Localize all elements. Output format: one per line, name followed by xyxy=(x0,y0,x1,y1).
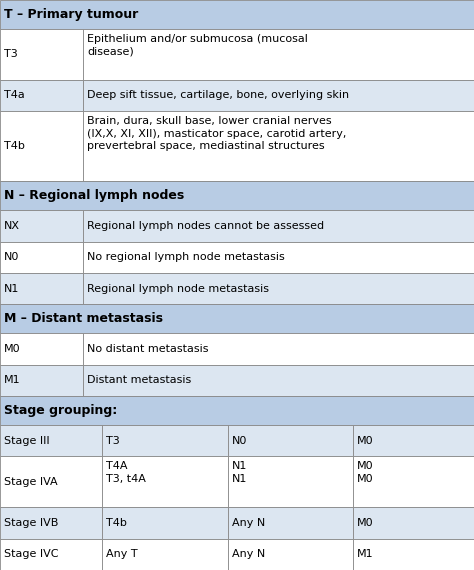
Bar xyxy=(0,507,102,539)
Bar xyxy=(353,539,474,570)
Text: Stage grouping:: Stage grouping: xyxy=(4,404,117,417)
Text: M – Distant metastasis: M – Distant metastasis xyxy=(4,312,163,325)
Bar xyxy=(83,365,474,396)
Bar xyxy=(353,425,474,457)
Bar xyxy=(102,507,228,539)
Bar xyxy=(0,333,83,365)
Bar xyxy=(83,80,474,111)
Text: N1
N1: N1 N1 xyxy=(231,462,247,484)
Text: NX: NX xyxy=(4,221,20,231)
Text: Stage IVB: Stage IVB xyxy=(4,518,58,528)
Text: Any N: Any N xyxy=(231,549,265,559)
Bar xyxy=(353,457,474,507)
Bar xyxy=(228,425,353,457)
Text: T4a: T4a xyxy=(4,91,25,100)
Bar xyxy=(0,539,102,570)
Text: No distant metastasis: No distant metastasis xyxy=(87,344,209,354)
Text: T4b: T4b xyxy=(106,518,127,528)
Text: N0: N0 xyxy=(231,436,247,446)
Text: M0: M0 xyxy=(357,436,374,446)
Text: M1: M1 xyxy=(357,549,374,559)
Text: Deep sift tissue, cartilage, bone, overlying skin: Deep sift tissue, cartilage, bone, overl… xyxy=(87,91,349,100)
Bar xyxy=(83,273,474,304)
Text: Any N: Any N xyxy=(231,518,265,528)
Text: M0: M0 xyxy=(357,518,374,528)
Bar xyxy=(102,539,228,570)
Bar xyxy=(0,304,474,333)
Bar xyxy=(83,210,474,242)
Bar xyxy=(0,457,102,507)
Bar xyxy=(83,242,474,273)
Bar xyxy=(228,507,353,539)
Text: Stage IVA: Stage IVA xyxy=(4,477,58,487)
Text: T4b: T4b xyxy=(4,141,25,151)
Text: Regional lymph node metastasis: Regional lymph node metastasis xyxy=(87,284,269,294)
Bar xyxy=(353,507,474,539)
Bar xyxy=(228,539,353,570)
Text: N0: N0 xyxy=(4,252,19,262)
Text: T4A
T3, t4A: T4A T3, t4A xyxy=(106,462,146,484)
Text: T3: T3 xyxy=(4,50,18,59)
Bar xyxy=(102,457,228,507)
Text: No regional lymph node metastasis: No regional lymph node metastasis xyxy=(87,252,285,262)
Bar xyxy=(83,29,474,80)
Text: Distant metastasis: Distant metastasis xyxy=(87,376,191,385)
Text: M1: M1 xyxy=(4,376,21,385)
Text: N – Regional lymph nodes: N – Regional lymph nodes xyxy=(4,189,184,202)
Bar xyxy=(0,29,83,80)
Bar xyxy=(0,396,474,425)
Bar xyxy=(83,333,474,365)
Bar xyxy=(0,273,83,304)
Text: Any T: Any T xyxy=(106,549,137,559)
Text: Regional lymph nodes cannot be assessed: Regional lymph nodes cannot be assessed xyxy=(87,221,324,231)
Bar xyxy=(0,242,83,273)
Bar xyxy=(0,80,83,111)
Bar xyxy=(0,425,102,457)
Text: Epithelium and/or submucosa (mucosal
disease): Epithelium and/or submucosa (mucosal dis… xyxy=(87,34,308,56)
Bar xyxy=(228,457,353,507)
Bar xyxy=(0,365,83,396)
Text: Stage IVC: Stage IVC xyxy=(4,549,58,559)
Text: Brain, dura, skull base, lower cranial nerves
(IX,X, XI, XII), masticator space,: Brain, dura, skull base, lower cranial n… xyxy=(87,116,346,151)
Text: M0: M0 xyxy=(4,344,21,354)
Text: T – Primary tumour: T – Primary tumour xyxy=(4,8,138,21)
Text: T3: T3 xyxy=(106,436,119,446)
Bar xyxy=(0,210,83,242)
Text: Stage III: Stage III xyxy=(4,436,50,446)
Bar xyxy=(0,111,83,181)
Text: M0
M0: M0 M0 xyxy=(357,462,374,484)
Text: N1: N1 xyxy=(4,284,19,294)
Bar xyxy=(0,181,474,210)
Bar xyxy=(0,0,474,29)
Bar xyxy=(83,111,474,181)
Bar xyxy=(102,425,228,457)
